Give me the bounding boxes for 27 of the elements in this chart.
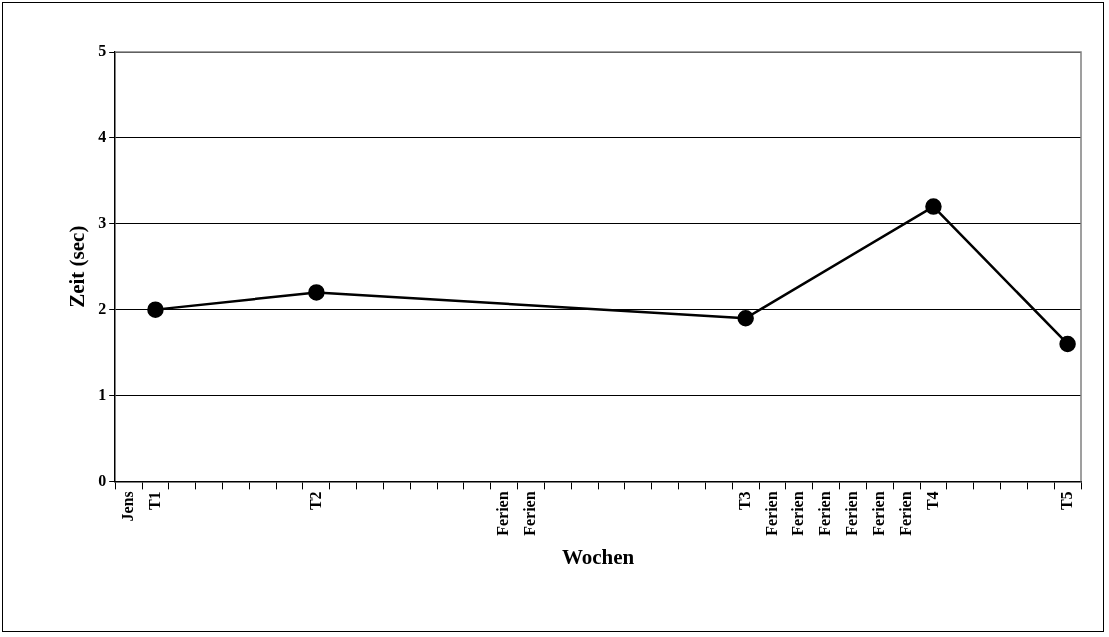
y-tick-label: 4: [98, 128, 107, 146]
y-tick-label: 2: [98, 299, 107, 317]
y-axis-title: Zeit (sec): [65, 225, 90, 308]
x-axis-title: Wochen: [561, 544, 635, 569]
x-tick-label: T3: [735, 491, 753, 511]
x-tick-label: T4: [923, 491, 941, 511]
x-tick-label: Ferien: [843, 491, 861, 536]
x-tick-label: T5: [1057, 491, 1075, 511]
point: [1059, 335, 1076, 353]
x-tick-label: Ferien: [789, 491, 807, 536]
x-tick-label: Ferien: [762, 491, 780, 536]
y-tick-label: 3: [98, 213, 107, 231]
x-tick-label: Ferien: [494, 491, 512, 536]
x-tick-label: Ferien: [896, 491, 914, 536]
x-tick-label: T2: [306, 491, 324, 511]
point: [308, 284, 325, 301]
point: [147, 301, 164, 318]
x-tick-label: T1: [145, 491, 163, 511]
x-tick-label: Ferien: [816, 491, 834, 536]
point: [925, 198, 942, 215]
x-tick-label: Ferien: [869, 491, 887, 536]
x-tick-label: Ferien: [521, 491, 539, 536]
y-tick-label: 1: [98, 385, 107, 403]
y-tick-label: 5: [98, 42, 107, 60]
x-tick-label: Jens: [118, 491, 136, 522]
point: [737, 309, 754, 327]
y-tick-label: 0: [98, 471, 107, 489]
